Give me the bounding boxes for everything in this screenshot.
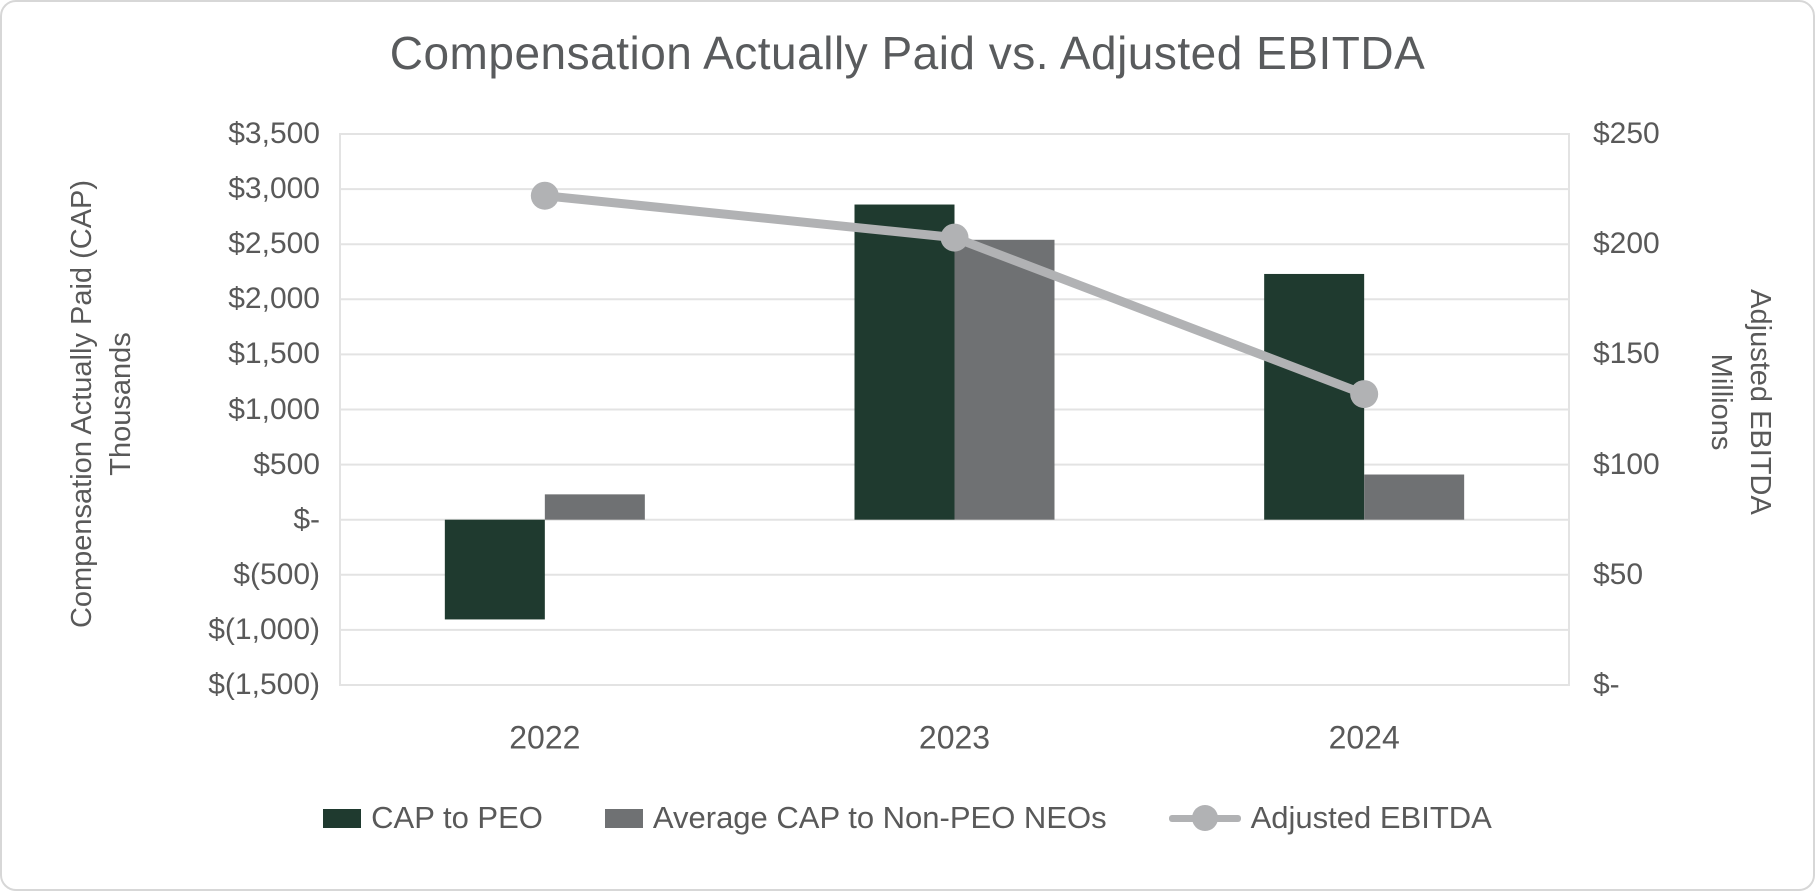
left-axis-tick-label: $500 <box>253 447 320 481</box>
right-axis-tick-label: $150 <box>1593 337 1660 371</box>
legend: CAP to PEO Average CAP to Non-PEO NEOs A… <box>2 800 1813 836</box>
right-axis-title-line2: Millions <box>1705 353 1737 451</box>
legend-swatch-avg-cap-non-peo <box>604 808 643 828</box>
left-axis-tick-label: $3,500 <box>228 117 320 150</box>
bar-avg-cap-non-peo-2024 <box>1364 474 1465 520</box>
left-axis-tick-label: $- <box>293 502 320 536</box>
x-axis-label-2023: 2023 <box>918 719 991 756</box>
ebitda-marker-2022 <box>530 181 559 210</box>
bar-avg-cap-non-peo-2023 <box>954 239 1055 520</box>
left-axis-tick-label: $(1,000) <box>208 612 320 646</box>
right-axis-title: Adjusted EBITDA Millions <box>1701 289 1779 515</box>
legend-line-dot <box>1191 805 1218 831</box>
x-axis-label-2022: 2022 <box>509 719 581 756</box>
left-axis-tick-label: $1,000 <box>228 392 320 426</box>
left-axis-title: Compensation Actually Paid (CAP) Thousan… <box>63 180 141 628</box>
left-axis-tick-label: $(500) <box>233 557 320 591</box>
left-axis-tick-label: $3,000 <box>228 172 320 206</box>
left-axis-tick-label: $(1,500) <box>208 668 320 701</box>
right-axis-tick-label: $100 <box>1593 447 1660 481</box>
legend-label-avg-cap-non-peo: Average CAP to Non-PEO NEOs <box>652 800 1107 835</box>
x-axis-label-2024: 2024 <box>1328 719 1400 756</box>
left-axis-title-line2: Thousands <box>105 332 137 476</box>
left-axis-tick-label: $2,500 <box>228 227 320 261</box>
right-axis-tick-label: $50 <box>1593 557 1644 591</box>
bar-avg-cap-non-peo-2022 <box>544 494 645 520</box>
ebitda-marker-2024 <box>1350 380 1379 409</box>
legend-item-cap-to-peo: CAP to PEO <box>323 800 543 836</box>
ebitda-marker-2023 <box>940 223 969 252</box>
bar-cap-to-peo-2023 <box>854 204 955 520</box>
bar-cap-to-peo-2024 <box>1264 273 1365 520</box>
right-axis-tick-label: $- <box>1593 668 1620 701</box>
bar-cap-to-peo-2022 <box>444 519 545 620</box>
legend-line-marker-icon <box>1168 804 1241 832</box>
right-axis-tick-label: $250 <box>1593 117 1660 150</box>
right-axis-tick-label: $200 <box>1593 227 1660 261</box>
right-axis-title-line1: Adjusted EBITDA <box>1744 289 1776 515</box>
left-axis-title-line1: Compensation Actually Paid (CAP) <box>66 179 98 629</box>
legend-swatch-cap-to-peo <box>323 808 362 828</box>
legend-label-cap-to-peo: CAP to PEO <box>371 800 543 835</box>
plot-border <box>339 133 1570 686</box>
legend-item-avg-cap-non-peo: Average CAP to Non-PEO NEOs <box>604 800 1107 836</box>
legend-label-adjusted-ebitda: Adjusted EBITDA <box>1250 800 1492 835</box>
chart-title: Compensation Actually Paid vs. Adjusted … <box>389 27 1426 79</box>
left-axis-tick-label: $2,000 <box>228 282 320 316</box>
legend-item-adjusted-ebitda: Adjusted EBITDA <box>1168 800 1492 836</box>
left-axis-tick-label: $1,500 <box>228 337 320 371</box>
